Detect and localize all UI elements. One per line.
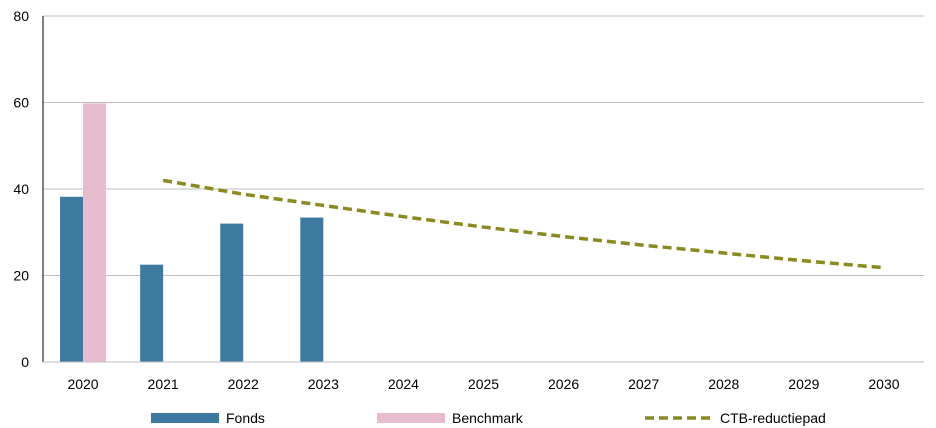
- y-tick-label: 0: [21, 354, 29, 370]
- y-tick-label: 60: [13, 95, 29, 111]
- bar: [300, 217, 324, 362]
- legend-label: Benchmark: [452, 410, 524, 426]
- y-tick-label: 40: [13, 181, 29, 197]
- x-tick-labels: 2020 2021 2022 2023 2024 2025 2026 2027 2028 2029…: [67, 376, 899, 392]
- axes: [42, 16, 924, 363]
- gridlines: [43, 15, 924, 276]
- y-tick-labels: 0 20 40 60 80: [13, 8, 29, 370]
- x-tick-label: 2021: [148, 376, 179, 392]
- legend-swatch: [151, 413, 219, 423]
- bar: [83, 103, 107, 363]
- bar: [220, 223, 244, 362]
- x-tick-label: 2029: [788, 376, 819, 392]
- series-line: [162, 178, 885, 270]
- y-tick-label: 80: [13, 8, 29, 24]
- bars: [60, 103, 324, 363]
- x-tick-label: 2030: [868, 376, 899, 392]
- x-tick-label: 2022: [228, 376, 259, 392]
- legend-swatch: [377, 413, 445, 423]
- x-tick-label: 2027: [628, 376, 659, 392]
- bar: [140, 264, 164, 362]
- x-tick-label: 2025: [468, 376, 499, 392]
- trend-line-layer: [162, 178, 885, 270]
- x-tick-label: 2028: [708, 376, 739, 392]
- legend: Fonds Benchmark CTB-reductiepad: [151, 410, 826, 426]
- bar: [60, 196, 84, 362]
- x-tick-label: 2026: [548, 376, 579, 392]
- y-tick-label: 20: [13, 268, 29, 284]
- x-tick-label: 2024: [388, 376, 419, 392]
- legend-label: CTB-reductiepad: [720, 410, 826, 426]
- x-tick-label: 2020: [67, 376, 98, 392]
- legend-label: Fonds: [226, 410, 265, 426]
- x-tick-label: 2023: [308, 376, 339, 392]
